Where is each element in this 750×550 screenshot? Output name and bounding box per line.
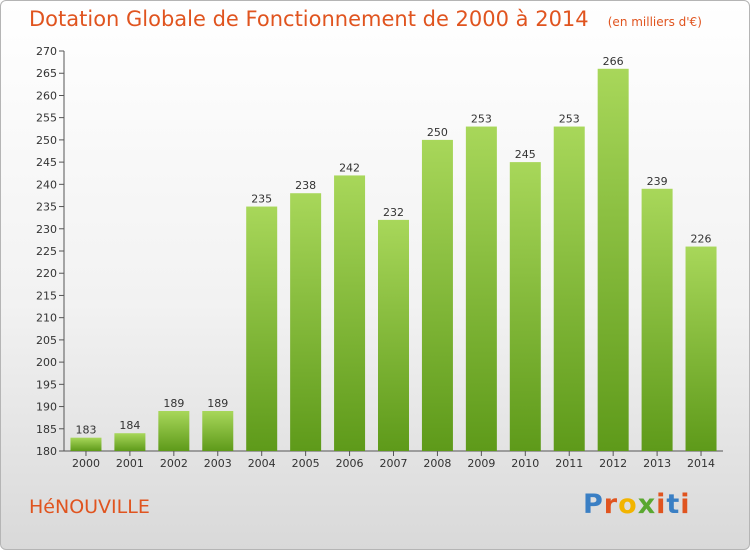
y-tick-label: 190 <box>36 401 57 414</box>
data-label: 250 <box>427 126 448 139</box>
x-tick-label: 2009 <box>467 457 495 470</box>
bar-2005 <box>290 193 322 451</box>
bar-2014 <box>685 246 717 451</box>
bars <box>70 68 717 452</box>
data-label: 239 <box>647 175 668 188</box>
brand-logo: Proxiti <box>583 489 691 520</box>
data-label: 189 <box>207 397 228 410</box>
brand-letter: i <box>680 489 691 520</box>
x-tick-label: 2008 <box>423 457 451 470</box>
chart-subtitle: (en milliers d'€) <box>607 15 702 29</box>
bar-2000 <box>70 437 102 451</box>
x-tick-label: 2000 <box>72 457 100 470</box>
data-label: 232 <box>383 206 404 219</box>
y-tick-label: 235 <box>36 201 57 214</box>
bar-2007 <box>378 219 409 451</box>
y-tick-label: 270 <box>36 45 57 58</box>
y-tick-label: 200 <box>36 356 57 369</box>
city-name: HéNOUVILLE <box>29 496 150 518</box>
data-label: 253 <box>559 113 580 126</box>
x-tick-label: 2010 <box>511 457 539 470</box>
x-tick-label: 2004 <box>248 457 276 470</box>
y-tick-label: 220 <box>36 267 57 280</box>
bar-2012 <box>597 68 629 452</box>
bar-2009 <box>465 126 497 452</box>
y-tick-label: 185 <box>36 423 57 436</box>
x-tick-label: 2003 <box>204 457 232 470</box>
brand-letter: x <box>637 489 657 520</box>
data-label: 226 <box>691 233 712 246</box>
x-tick-label: 2013 <box>643 457 671 470</box>
y-tick-label: 230 <box>36 223 57 236</box>
brand-letter: r <box>603 489 619 520</box>
bar-2013 <box>641 188 673 451</box>
y-tick-label: 240 <box>36 178 57 191</box>
brand-letter: t <box>666 489 681 520</box>
y-tick-label: 245 <box>36 156 57 169</box>
x-tick-label: 2014 <box>687 457 715 470</box>
bar-2006 <box>334 175 366 451</box>
bar-2010 <box>509 162 541 451</box>
x-axis: 2000 2001 2002 2003 2004 2005 2006 2007 2008 2009… <box>64 450 723 470</box>
bar-2011 <box>553 126 585 452</box>
y-tick-label: 195 <box>36 378 57 391</box>
x-tick-label: 2007 <box>380 457 408 470</box>
x-tick-label: 2006 <box>336 457 364 470</box>
data-label: 242 <box>339 161 360 174</box>
x-tick-label: 2011 <box>555 457 583 470</box>
y-tick-label: 210 <box>36 312 57 325</box>
bar-2004 <box>246 206 278 451</box>
y-tick-label: 205 <box>36 334 57 347</box>
brand-letter: P <box>583 489 604 520</box>
x-tick-label: 2002 <box>160 457 188 470</box>
brand-letter: i <box>656 489 667 520</box>
bar-2001 <box>114 433 146 451</box>
y-tick-label: 255 <box>36 112 57 125</box>
data-label: 266 <box>603 55 624 68</box>
chart-title: Dotation Globale de Fonctionnement de 20… <box>29 7 589 31</box>
data-label: 183 <box>75 424 96 437</box>
bar-2003 <box>202 411 234 451</box>
x-tick-label: 2005 <box>292 457 320 470</box>
data-label: 253 <box>471 113 492 126</box>
y-tick-label: 225 <box>36 245 57 258</box>
y-tick-label: 260 <box>36 89 57 102</box>
data-labels: 183 184 189 189 235 238 242 232 250 253 245 253 266 2… <box>75 55 711 437</box>
bar-2008 <box>421 139 453 451</box>
brand-letter: o <box>618 489 638 520</box>
data-label: 184 <box>119 419 140 432</box>
x-tick-label: 2012 <box>599 457 627 470</box>
data-label: 238 <box>295 179 316 192</box>
y-axis: 180 185 190 195 200 205 210 215 220 225 230 235 240 2… <box>36 45 65 458</box>
y-tick-label: 180 <box>36 445 57 458</box>
y-tick-label: 265 <box>36 67 57 80</box>
y-tick-label: 215 <box>36 289 57 302</box>
y-tick-label: 250 <box>36 134 57 147</box>
data-label: 189 <box>163 397 184 410</box>
bar-2002 <box>158 411 190 451</box>
x-tick-label: 2001 <box>116 457 144 470</box>
data-label: 245 <box>515 148 536 161</box>
data-label: 235 <box>251 193 272 206</box>
title-row: Dotation Globale de Fonctionnement de 20… <box>29 7 702 31</box>
